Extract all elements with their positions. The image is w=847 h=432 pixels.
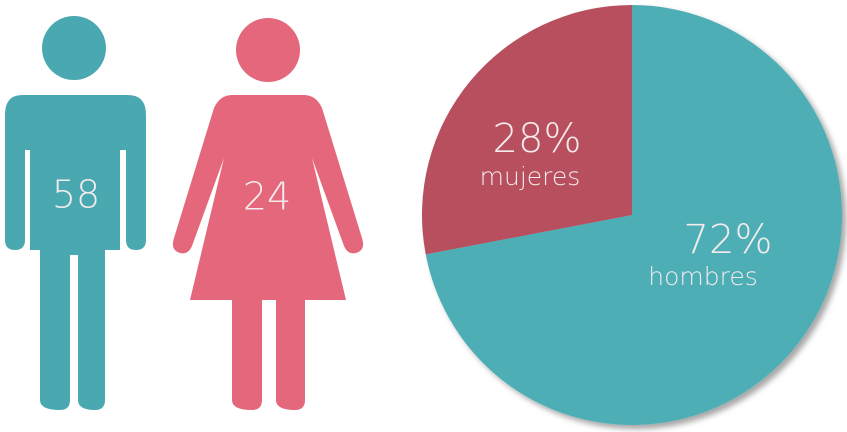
man-icon [5, 16, 146, 410]
pie-value-label: 72% [684, 217, 773, 263]
pie-value-label: 28% [493, 116, 582, 162]
pie-category-label: hombres [648, 262, 758, 291]
man-count: 58 [52, 173, 100, 217]
pie-slice [421, 5, 632, 255]
pie-slice [425, 5, 842, 425]
pie [421, 5, 842, 425]
woman-icon [172, 18, 364, 410]
pie-category-label: mujeres [480, 162, 581, 191]
woman-count: 24 [243, 175, 291, 219]
